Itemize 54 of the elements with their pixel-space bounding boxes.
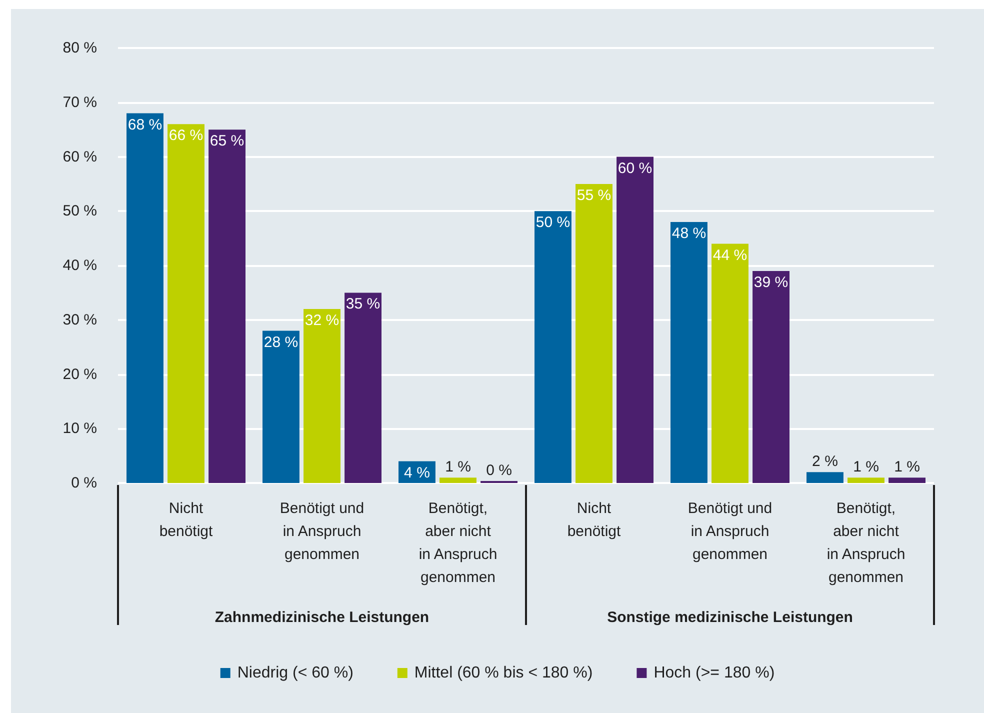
- data-label: 48 %: [672, 225, 706, 242]
- bar: [888, 478, 926, 483]
- data-label: 1 %: [445, 458, 471, 476]
- x-tick-label: Nicht benötigt: [567, 500, 622, 540]
- text: Zahnmedizinische Leistungen: [214, 608, 430, 628]
- data-label: 35 %: [346, 296, 380, 313]
- bar: [616, 156, 654, 483]
- bar: [304, 309, 340, 483]
- legend-label: Niedrig (< 60 %): [237, 664, 354, 682]
- data-label: 4 %: [404, 464, 430, 482]
- y-tick-label: 50 %: [62, 202, 97, 220]
- legend-label: Hoch (>= 180 %): [654, 664, 775, 682]
- bar: [126, 113, 164, 483]
- y-tick-label: 80 %: [62, 40, 97, 56]
- bar: [712, 244, 748, 483]
- data-label: 2 %: [812, 453, 838, 470]
- data-label: 60 %: [618, 160, 652, 177]
- x-tick-label: Benötigt und in Anspruch genommen: [688, 500, 772, 563]
- y-tick-label: 30 %: [62, 311, 97, 328]
- bar: [752, 270, 790, 483]
- bar: [262, 330, 300, 483]
- data-label: 66 %: [168, 127, 204, 144]
- bar: [670, 222, 708, 483]
- y-tick-label: 20 %: [62, 366, 97, 383]
- bar: [208, 130, 246, 483]
- data-label: 1 %: [853, 458, 879, 476]
- data-label: 44 %: [712, 246, 748, 264]
- data-label: 1 %: [894, 458, 920, 476]
- y-tick-label: 40 %: [62, 257, 97, 274]
- x-tick-label: Benötigt, aber nicht in Anspruch genommen: [418, 500, 498, 586]
- data-label: 65 %: [210, 132, 244, 150]
- data-label: 55 %: [576, 186, 612, 204]
- y-tick-label: 10 %: [62, 420, 97, 438]
- bar: [534, 211, 572, 483]
- data-label: 39 %: [754, 274, 788, 291]
- y-tick-label: 70 %: [62, 94, 97, 111]
- data-label: 0 %: [486, 462, 512, 479]
- data-label: 50 %: [536, 214, 570, 232]
- y-tick-label: 0 %: [71, 474, 97, 492]
- bar: [848, 478, 884, 483]
- bar: [440, 478, 476, 483]
- legend-label: Mittel (60 % bis < 180 %): [414, 664, 593, 682]
- bar: [806, 472, 844, 483]
- bar: [576, 184, 612, 483]
- x-tick-label: Nicht benötigt: [159, 500, 214, 540]
- bar: [168, 124, 204, 483]
- x-tick-label: Benötigt und in Anspruch genommen: [280, 500, 364, 563]
- data-label: 68 %: [128, 116, 162, 134]
- data-label: 28 %: [264, 334, 298, 351]
- y-tick-label: 60 %: [62, 148, 97, 166]
- data-label: 32 %: [304, 312, 340, 329]
- text: Sonstige medizinische Leistungen: [606, 608, 854, 628]
- x-tick-label: Benötigt, aber nicht in Anspruch genommen: [826, 500, 906, 586]
- bar: [344, 292, 382, 483]
